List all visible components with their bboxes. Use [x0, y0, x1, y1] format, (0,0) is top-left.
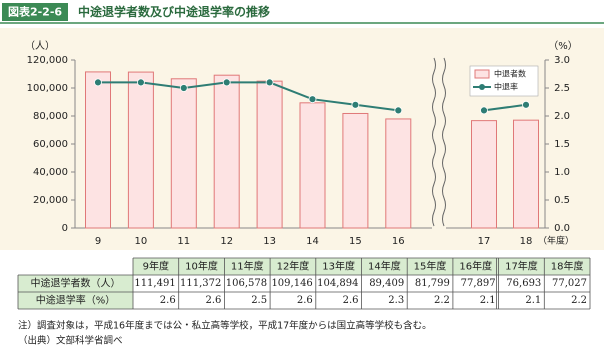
table-cell: 104,894: [317, 278, 358, 289]
line-marker: [265, 78, 274, 87]
line-marker: [222, 78, 231, 87]
bar: [170, 78, 197, 229]
line-marker: [394, 106, 403, 115]
note: 注）調査対象は，平成16年度までは公・私立高等学校，平成17年度からは国立高等学…: [18, 320, 432, 332]
bar: [127, 71, 154, 229]
table-cell: 77,027: [552, 278, 587, 289]
table-cell: 76,693: [506, 278, 541, 289]
y-tick-label: 0: [62, 223, 68, 234]
x-tick-label: 9: [95, 236, 101, 247]
table-header: 11年度: [231, 260, 264, 273]
x-tick-label: 11: [177, 236, 190, 247]
y2-tick-label: 2.5: [554, 83, 570, 94]
bar: [213, 74, 240, 229]
x-axis-label: （年度）: [538, 235, 574, 247]
table-cell: 111,372: [180, 278, 221, 289]
table-header: 18年度: [551, 260, 584, 273]
table-cell: 81,799: [415, 278, 450, 289]
header-title: 中途退学者数及び中途退学率の推移: [78, 4, 270, 19]
table-header: 12年度: [277, 260, 310, 273]
table-cell: 89,409: [369, 278, 404, 289]
legend-marker: [479, 84, 485, 90]
table-cell: 2.1: [480, 295, 496, 306]
y-tick-label: 40,000: [33, 167, 68, 178]
legend-swatch: [474, 69, 490, 79]
y2-tick-label: 2.0: [554, 111, 570, 122]
table-header: 14年度: [368, 260, 401, 273]
table-cell: 2.1: [525, 295, 541, 306]
x-tick-label: 13: [263, 236, 276, 247]
table-cell: 2.5: [251, 295, 267, 306]
bar: [256, 80, 283, 229]
table-row-label: 中途退学率（%）: [36, 294, 116, 307]
x-tick-label: 16: [392, 236, 405, 247]
table-cell: 111,491: [134, 278, 175, 289]
legend-label: 中退者数: [494, 69, 526, 79]
bar: [513, 119, 539, 229]
table-header: 16年度: [459, 260, 492, 273]
y2-tick-label: 0.0: [554, 223, 570, 234]
table-cell: 2.2: [434, 295, 450, 306]
table-cell: 109,146: [271, 278, 312, 289]
line: [98, 81, 399, 112]
table-cell: 2.2: [571, 295, 587, 306]
bar: [342, 112, 369, 229]
line-marker: [179, 84, 188, 92]
x-tick-label: 17: [478, 236, 491, 247]
y-tick-label: 80,000: [33, 111, 68, 122]
x-tick-label: 12: [220, 236, 233, 247]
y2-tick-label: 1.0: [554, 167, 570, 178]
x-tick-label: 18: [520, 236, 533, 247]
header-bar: [0, 0, 604, 24]
table-row-label: 中途退学者数（人）: [31, 277, 121, 290]
y-tick-label: 20,000: [33, 195, 68, 206]
axis-break: [432, 57, 446, 230]
table-header: 17年度: [505, 260, 538, 273]
line-marker: [351, 100, 360, 109]
x-tick-label: 15: [349, 236, 362, 247]
legend-label: 中退率: [494, 82, 518, 92]
table-header: 10年度: [185, 260, 218, 273]
table-cell: 2.6: [205, 295, 221, 306]
table-cell: 2.3: [388, 295, 404, 306]
bar: [85, 71, 111, 229]
bar: [299, 102, 326, 229]
table-cell: 106,578: [226, 278, 267, 289]
line-marker: [136, 78, 145, 87]
bar: [471, 120, 497, 229]
line-marker: [522, 100, 530, 109]
header-label: 図表2-2-6: [8, 5, 62, 19]
y2-tick-label: 3.0: [554, 55, 570, 66]
x-tick-label: 14: [306, 236, 319, 247]
line-marker: [308, 95, 317, 104]
table-header: 9年度: [143, 260, 169, 273]
table-cell: 77,897: [461, 278, 496, 289]
table-cell: 2.6: [343, 295, 359, 306]
bar: [385, 118, 412, 229]
x-tick-label: 10: [135, 236, 148, 247]
table-header: 13年度: [322, 260, 355, 273]
table-header: 15年度: [414, 260, 447, 273]
y2-axis-label: （%）: [548, 40, 578, 52]
line: [483, 103, 527, 112]
header-label-box: [2, 3, 68, 21]
y-axis-label: （人）: [25, 40, 55, 52]
table-cell: 2.6: [297, 295, 313, 306]
note: （出典）文部科学省調べ: [18, 335, 123, 347]
y-tick-label: 100,000: [27, 83, 68, 94]
line-marker: [94, 78, 102, 87]
table-cell: 2.6: [160, 295, 176, 306]
y2-tick-label: 0.5: [554, 195, 570, 206]
line-marker: [480, 106, 488, 115]
y2-tick-label: 1.5: [554, 139, 570, 150]
y-tick-label: 120,000: [27, 55, 68, 66]
y-tick-label: 60,000: [33, 139, 68, 150]
